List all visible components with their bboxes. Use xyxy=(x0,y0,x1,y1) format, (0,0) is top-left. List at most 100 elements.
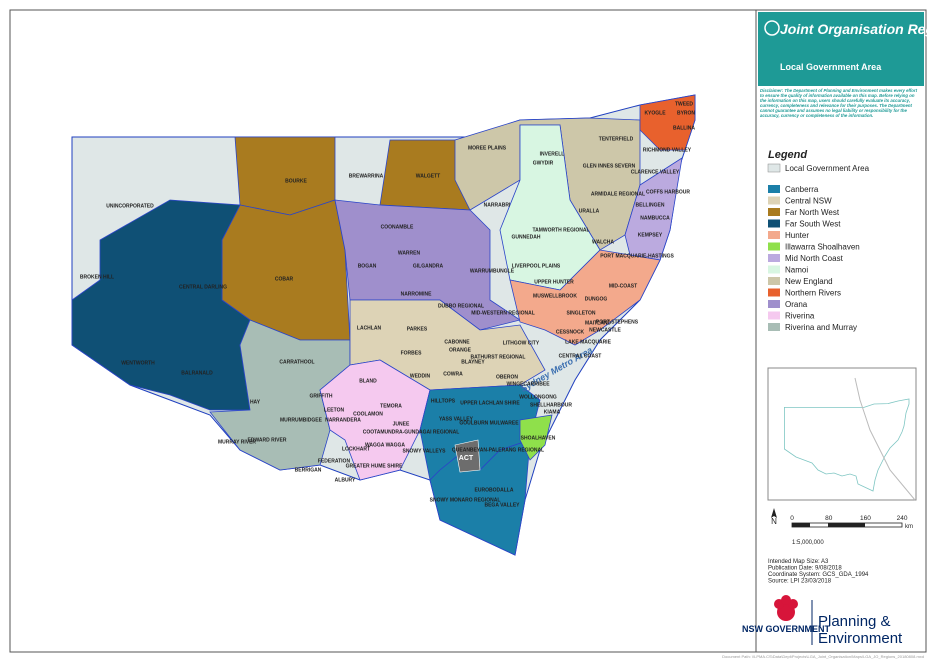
legend-swatch xyxy=(768,185,780,193)
act-label: ACT xyxy=(459,455,474,462)
lga-label: BREWARRINA xyxy=(349,173,384,179)
lga-label: COFFS HARBOUR xyxy=(646,189,690,195)
lga-label: EUROBODALLA xyxy=(475,487,514,493)
lga-label: GWYDIR xyxy=(533,160,554,166)
legend-swatch xyxy=(768,208,780,216)
lga-label: SINGLETON xyxy=(566,310,595,316)
legend-label: Orana xyxy=(785,300,808,309)
legend-swatch xyxy=(768,242,780,251)
lga-label: BOURKE xyxy=(285,178,307,184)
lga-label: EDWARD RIVER xyxy=(248,437,287,443)
lga-label: BALRANALD xyxy=(181,370,213,376)
lga-label: UNINCORPORATED xyxy=(106,203,154,209)
lga-label: COBAR xyxy=(275,276,294,282)
legend-swatch xyxy=(767,163,781,173)
scale-tick-label: 160 xyxy=(860,515,871,522)
lga-label: LITHGOW CITY xyxy=(503,340,540,346)
info-line: Coordinate System: GCS_GDA_1994 xyxy=(768,572,869,578)
lga-label: NARROMINE xyxy=(401,291,432,297)
legend-label: Far South West xyxy=(785,220,841,229)
legend-label: Hunter xyxy=(785,231,809,240)
lga-label: COOLAMON xyxy=(353,411,383,417)
scale-bar: N 0 80 160 240 km 1:5,000,000 xyxy=(771,508,913,546)
lga-label: SNOWY MONARO REGIONAL xyxy=(430,497,501,503)
scale-ratio: 1:5,000,000 xyxy=(792,540,824,546)
legend-label: Riverina and Murray xyxy=(785,323,857,332)
lga-label: MID-COAST xyxy=(609,283,637,289)
lga-label: MURRUMBIDGEE xyxy=(280,417,323,423)
lga-label: HAY xyxy=(250,399,261,405)
lga-label: LIVERPOOL PLAINS xyxy=(512,263,561,269)
inset-coast xyxy=(854,377,916,501)
waratah xyxy=(781,595,791,605)
lga-label: SHOALHAVEN xyxy=(521,435,556,441)
lga-label: UPPER LACHLAN SHIRE xyxy=(460,400,520,406)
lga-label: BYRON xyxy=(677,110,695,116)
logo-gov: NSW GOVERNMENT xyxy=(742,624,831,634)
legend-label: Riverina xyxy=(785,312,815,321)
lga-label: HILLTOPS xyxy=(431,398,456,404)
lga-label: KYOGLE xyxy=(644,110,666,116)
legend-title: Legend xyxy=(768,149,807,161)
legend-label: Northern Rivers xyxy=(785,289,841,298)
legend-label: Central NSW xyxy=(785,197,832,206)
lga-label: PORT STEPHENS xyxy=(596,319,639,325)
header-title: Joint Organisation Regions xyxy=(780,21,936,37)
lga-label: SNOWY VALLEYS xyxy=(403,448,447,454)
lga-label: MUSWELLBROOK xyxy=(533,293,577,299)
lga-label: CESSNOCK xyxy=(556,329,585,335)
logo-line1: Planning & xyxy=(818,613,891,630)
lga-label: GREATER HUME SHIRE xyxy=(346,463,404,469)
lga-label: WENTWORTH xyxy=(121,360,155,366)
lga-label: WAGGA WAGGA xyxy=(365,442,405,448)
legend-label: New England xyxy=(785,277,833,286)
legend-label: Far North West xyxy=(785,208,840,217)
lga-label: LACHLAN xyxy=(357,325,382,331)
legend-swatch xyxy=(768,323,780,331)
lga-label: BEGA VALLEY xyxy=(484,502,520,508)
info-line: Publication Date: 9/08/2018 xyxy=(768,566,842,572)
inset-outline xyxy=(784,398,910,492)
info-line: Intended Map Size: A3 xyxy=(768,559,829,565)
logo-line2: Environment xyxy=(818,630,903,647)
legend-swatch xyxy=(768,254,780,262)
lga-label: COONAMBLE xyxy=(381,224,414,230)
nsw-logo: NSW GOVERNMENT Planning & Environment xyxy=(742,595,903,647)
scale-bar-seg xyxy=(792,523,810,527)
lga-label: RICHMOND VALLEY xyxy=(643,147,692,153)
lga-label: TAMWORTH REGIONAL xyxy=(532,227,589,233)
lga-label: BATHURST REGIONAL xyxy=(471,354,526,360)
lga-label: FORBES xyxy=(401,350,423,356)
scale-unit: km xyxy=(905,524,913,530)
legend-label: Mid North Coast xyxy=(785,254,844,263)
legend: Local Government Area Canberra Central NSW… xyxy=(767,163,870,332)
lga-label: GILGANDRA xyxy=(413,263,444,269)
lga-label: DUNGOG xyxy=(585,296,608,302)
lga-label: SHELLHARBOUR xyxy=(530,402,572,408)
lga-label: YASS VALLEY xyxy=(439,416,474,422)
legend-swatch xyxy=(768,311,780,320)
lga-label: FEDERATION xyxy=(318,458,351,464)
lga-label: BELLINGEN xyxy=(636,202,665,208)
lga-label: ARMIDALE REGIONAL xyxy=(591,191,645,197)
lga-label: PORT MACQUARIE-HASTINGS xyxy=(600,253,674,259)
region xyxy=(519,414,553,461)
header-subtitle: Local Government Area xyxy=(780,62,882,72)
lga-label: BROKEN HILL xyxy=(80,274,114,280)
legend-swatch xyxy=(768,265,780,274)
lga-label: UPPER HUNTER xyxy=(534,279,574,285)
header-icon xyxy=(764,20,780,36)
scale-bar-seg xyxy=(828,523,865,527)
legend-swatch xyxy=(768,288,780,297)
lga-label: BALLINA xyxy=(673,125,695,131)
lga-label: CARRATHOOL xyxy=(279,359,314,365)
lga-label: WEDDIN xyxy=(410,373,431,379)
legend-label: Local Government Area xyxy=(785,164,870,173)
header-box xyxy=(758,12,924,86)
region xyxy=(234,136,336,216)
lga-label: NAMBUCCA xyxy=(640,215,670,221)
lga-label: URALLA xyxy=(579,208,600,214)
